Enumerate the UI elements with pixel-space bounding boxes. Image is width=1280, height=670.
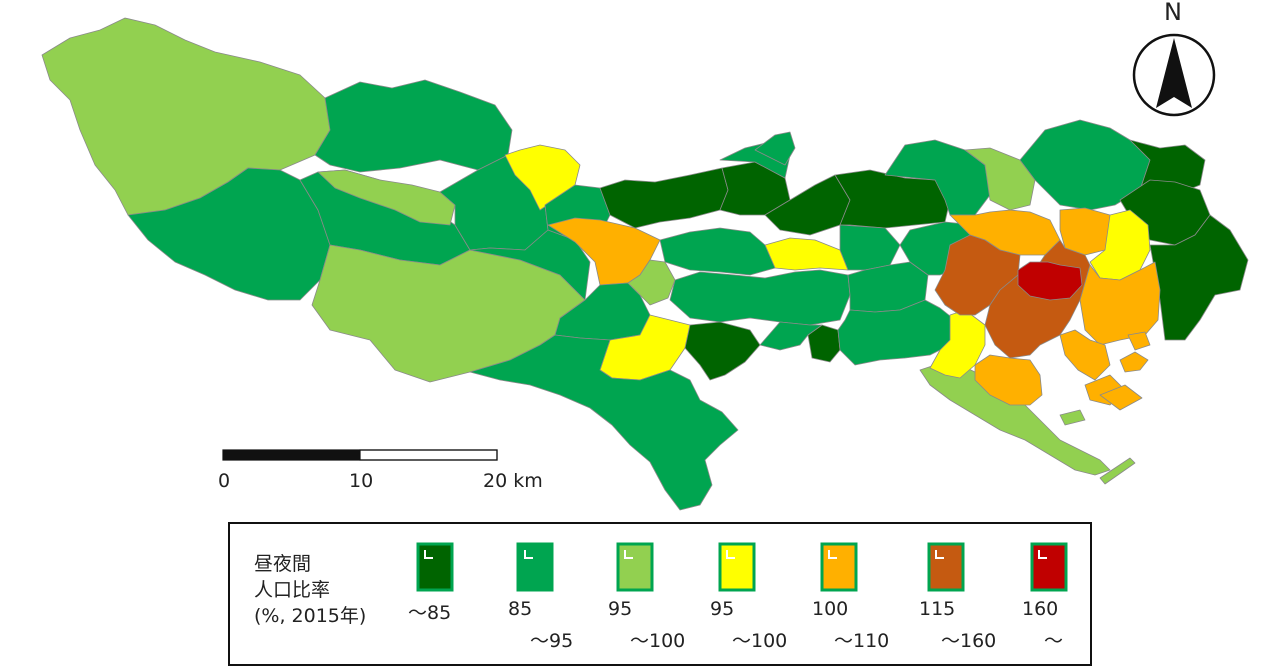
region-edogawa bbox=[1149, 214, 1249, 341]
legend-swatch bbox=[927, 542, 965, 592]
region-ome bbox=[314, 79, 513, 173]
legend-swatch bbox=[820, 542, 858, 592]
legend-label-line-1: 95 bbox=[608, 598, 633, 620]
region-bay-island-2 bbox=[1099, 384, 1143, 411]
region-bay-island-3 bbox=[1119, 351, 1149, 373]
region-kunitachi bbox=[659, 227, 776, 276]
legend-swatch bbox=[416, 542, 454, 592]
scale-label-10: 10 bbox=[349, 470, 374, 492]
legend-swatch bbox=[516, 542, 554, 592]
region-machida bbox=[469, 334, 739, 511]
region-chiyoda bbox=[1017, 261, 1083, 301]
scale-bar bbox=[222, 449, 498, 461]
scale-bar-white-segment bbox=[359, 449, 498, 461]
legend-title-line-2: 人口比率 bbox=[254, 579, 331, 601]
north-arrow bbox=[1132, 33, 1216, 117]
legend-title: 昼夜間 人口比率 (%, 2015年) bbox=[254, 551, 366, 629]
scale-label-0: 0 bbox=[218, 470, 231, 492]
legend-label-line-2: 〜 bbox=[1044, 630, 1064, 652]
legend-label-line-1: 85 bbox=[508, 598, 533, 620]
legend-label-line-2: 〜100 bbox=[630, 630, 686, 652]
legend-swatch bbox=[616, 542, 654, 592]
legend-swatch bbox=[718, 542, 756, 592]
legend-label-line-2: 〜100 bbox=[732, 630, 788, 652]
legend-swatch bbox=[1030, 542, 1068, 592]
region-bay-island-6 bbox=[1059, 409, 1086, 426]
legend-label-line-1: 100 bbox=[812, 598, 849, 620]
region-musashimurayama bbox=[599, 167, 729, 229]
region-bay-island-5 bbox=[1099, 457, 1136, 485]
legend-label-line-1: 115 bbox=[919, 598, 956, 620]
north-arrow-icon bbox=[1156, 38, 1192, 108]
region-koganei bbox=[839, 224, 901, 271]
region-meguro bbox=[929, 309, 986, 379]
legend: 昼夜間 人口比率 (%, 2015年) 〜85 85 〜95 95 〜100 95 〜100… bbox=[228, 522, 1092, 666]
region-bay-island-4 bbox=[1127, 331, 1151, 351]
region-shinagawa bbox=[974, 354, 1043, 406]
region-mizuho bbox=[469, 229, 591, 301]
legend-label-line-1: 〜85 bbox=[408, 602, 452, 624]
legend-label-line-1: 95 bbox=[710, 598, 735, 620]
region-itabashi bbox=[964, 147, 1036, 211]
region-okutama bbox=[41, 17, 331, 216]
legend-label-line-2: 〜160 bbox=[941, 630, 997, 652]
region-hinode bbox=[317, 169, 456, 226]
legend-label-line-2: 〜110 bbox=[834, 630, 890, 652]
legend-label-line-1: 160 bbox=[1022, 598, 1059, 620]
scale-label-20km: 20 km bbox=[483, 470, 543, 492]
legend-title-line-3: (%, 2015年) bbox=[254, 605, 367, 627]
scale-bar-outline bbox=[222, 449, 498, 461]
legend-title-line-1: 昼夜間 bbox=[254, 553, 312, 575]
region-setagaya bbox=[837, 299, 956, 366]
scale-bar-black-segment bbox=[223, 450, 360, 460]
legend-label-line-2: 〜95 bbox=[530, 630, 574, 652]
north-label: N bbox=[1164, 0, 1182, 26]
region-chuo-bay bbox=[1059, 329, 1111, 381]
region-kokubunji bbox=[764, 237, 849, 271]
region-komae bbox=[759, 321, 823, 351]
region-kiyose bbox=[754, 131, 796, 166]
region-koto bbox=[1079, 261, 1161, 346]
region-inagi bbox=[684, 321, 761, 381]
region-fuchu bbox=[669, 269, 851, 326]
